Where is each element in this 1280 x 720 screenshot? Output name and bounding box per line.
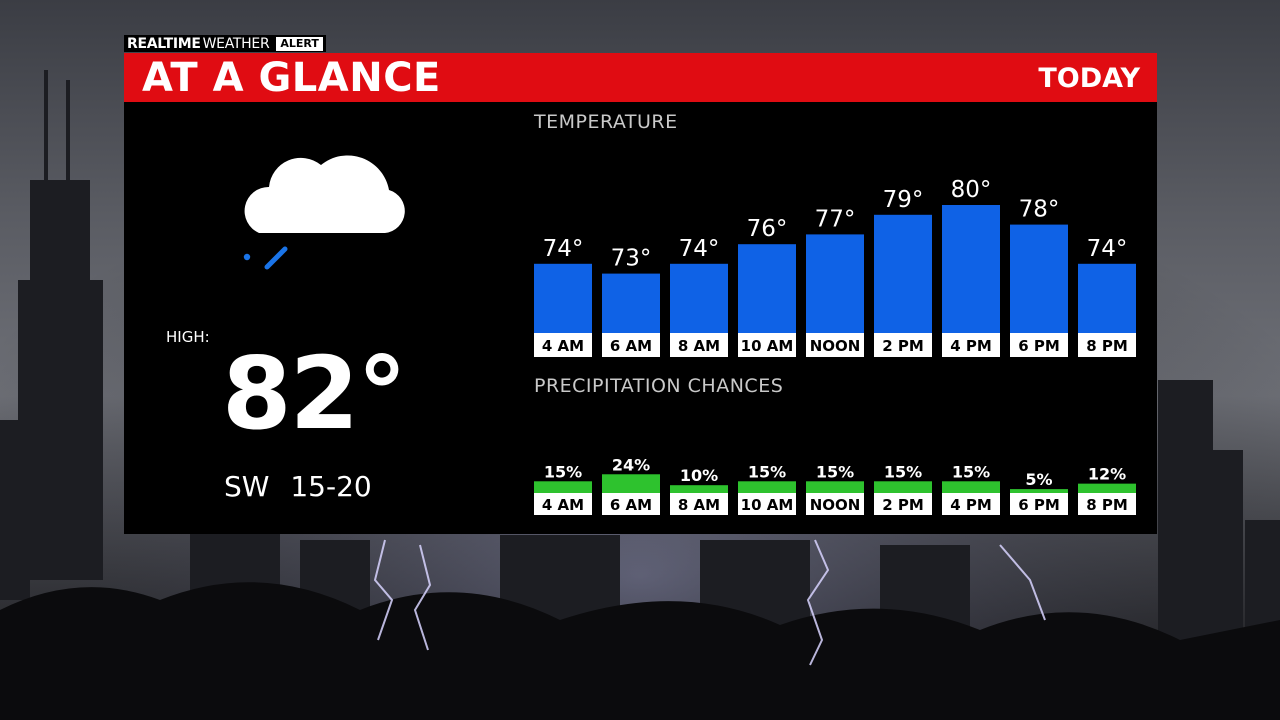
precip-time-box (874, 493, 932, 515)
precip-value-label: 12% (1088, 465, 1126, 484)
page-title: AT A GLANCE (142, 55, 441, 101)
alert-badge: ALERT (273, 35, 326, 52)
temperature-value-label: 74° (679, 236, 720, 262)
temperature-time-box (806, 333, 864, 357)
precip-time-box (670, 493, 728, 515)
precip-time-box (1010, 493, 1068, 515)
precip-bar (738, 481, 796, 493)
temperature-time-box (738, 333, 796, 357)
precip-value-label: 10% (680, 466, 718, 485)
temperature-time-box (1010, 333, 1068, 357)
temperature-value-label: 77° (815, 206, 856, 232)
precip-time-box (738, 493, 796, 515)
temperature-time-box (874, 333, 932, 357)
temperature-time-label: 8 PM (1086, 337, 1128, 355)
precip-time-label: 4 PM (950, 496, 992, 514)
brand-bug: REALTIME WEATHER ALERT (124, 35, 326, 52)
forecast-panel: HIGH: 82° SW 15-20 TEMPERATURE PRECIPITA… (124, 102, 1157, 534)
temperature-value-label: 79° (883, 187, 924, 213)
precip-time-label: 8 AM (678, 496, 720, 514)
precip-time-label: 6 PM (1018, 496, 1060, 514)
temperature-value-label: 80° (951, 177, 992, 203)
precip-bar (602, 474, 660, 493)
precip-time-box (534, 493, 592, 515)
precip-time-box (602, 493, 660, 515)
precip-time-box (1078, 493, 1136, 515)
temperature-value-label: 73° (611, 246, 652, 272)
precip-bar (1078, 483, 1136, 493)
brand-wordmark: REALTIME WEATHER (124, 35, 274, 52)
temperature-bar (670, 263, 728, 333)
precip-time-box (942, 493, 1000, 515)
precip-value-label: 24% (612, 455, 650, 474)
temperature-time-box (942, 333, 1000, 357)
temperature-bar (806, 234, 864, 333)
alert-label: ALERT (276, 36, 323, 51)
wind-readout: SW 15-20 (224, 470, 372, 503)
high-label: HIGH: (166, 328, 210, 346)
precip-value-label: 15% (952, 462, 990, 481)
temperature-bar (602, 273, 660, 333)
temperature-time-box (670, 333, 728, 357)
temperature-time-box (534, 333, 592, 357)
temperature-bar (738, 244, 796, 333)
temperature-time-label: 8 AM (678, 337, 720, 355)
brand-realtime: REALTIME (127, 35, 201, 52)
temperature-time-label: 10 AM (741, 337, 794, 355)
precip-time-label: 8 PM (1086, 496, 1128, 514)
temperature-time-box (602, 333, 660, 357)
temperature-time-label: NOON (810, 337, 861, 355)
precip-time-label: NOON (810, 496, 861, 514)
precip-value-label: 15% (748, 462, 786, 481)
precip-value-label: 5% (1025, 470, 1052, 489)
temperature-chart-title: TEMPERATURE (534, 111, 678, 133)
cloud-rain-icon (243, 155, 405, 270)
temperature-value-label: 74° (543, 236, 584, 262)
precip-bar (806, 481, 864, 493)
temperature-bar (534, 263, 592, 333)
brand-weather: WEATHER (202, 35, 270, 52)
precip-time-label: 10 AM (741, 496, 794, 514)
precip-bar (874, 481, 932, 493)
temperature-time-box (1078, 333, 1136, 357)
high-temperature: 82° (222, 335, 407, 452)
temperature-value-label: 78° (1019, 197, 1060, 223)
precip-value-label: 15% (884, 462, 922, 481)
temperature-value-label: 76° (747, 216, 788, 242)
precip-bar (670, 485, 728, 493)
temperature-time-label: 2 PM (882, 337, 924, 355)
header-bar: AT A GLANCE TODAY (124, 53, 1157, 102)
precip-time-label: 2 PM (882, 496, 924, 514)
temperature-bar (874, 214, 932, 333)
temperature-bar (1010, 224, 1068, 333)
precip-bar (942, 481, 1000, 493)
precip-bar (534, 481, 592, 493)
precip-time-label: 4 AM (542, 496, 584, 514)
temperature-value-label: 74° (1087, 236, 1128, 262)
precip-value-label: 15% (544, 462, 582, 481)
temperature-time-label: 4 AM (542, 337, 584, 355)
period-label: TODAY (1038, 63, 1140, 94)
precip-time-box (806, 493, 864, 515)
temperature-bar (942, 205, 1000, 333)
temperature-time-label: 6 PM (1018, 337, 1060, 355)
precip-bar (1010, 489, 1068, 493)
precip-chart-title: PRECIPITATION CHANCES (534, 375, 784, 397)
forecast-charts: 74° 4 AM 73° 6 AM 74° 8 AM 76° 10 AM 77° NOON 79° 2… (534, 177, 1136, 515)
precip-value-label: 15% (816, 462, 854, 481)
temperature-bar (1078, 263, 1136, 333)
temperature-time-label: 6 AM (610, 337, 652, 355)
precip-time-label: 6 AM (610, 496, 652, 514)
temperature-time-label: 4 PM (950, 337, 992, 355)
